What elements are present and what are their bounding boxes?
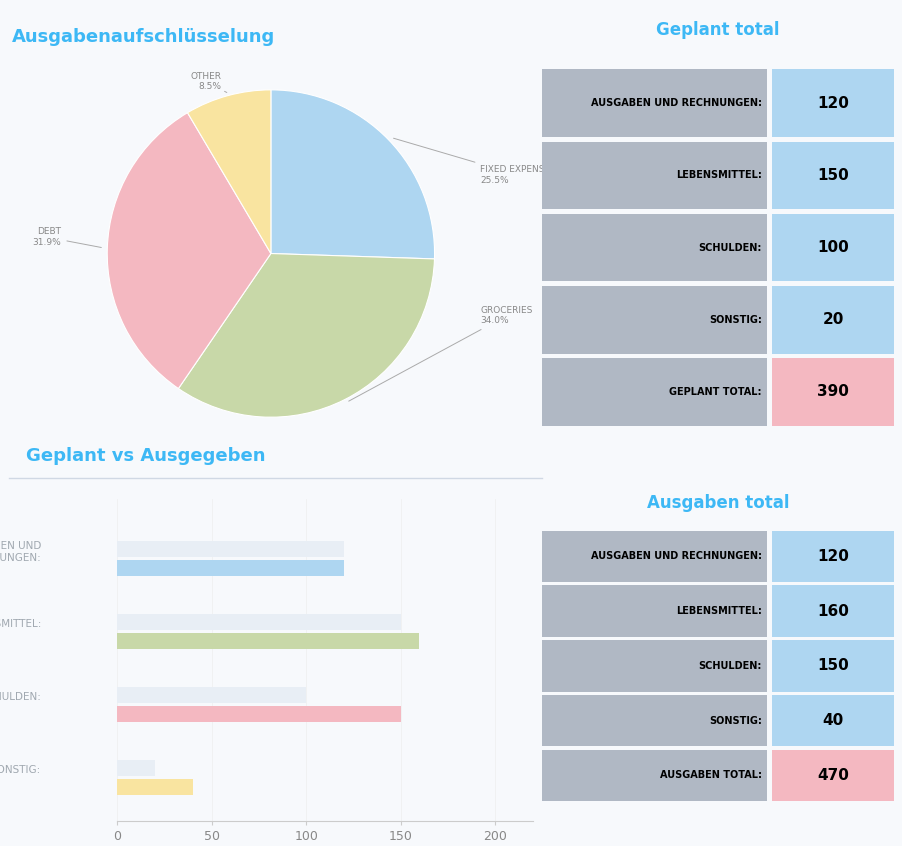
Text: GROCERIES
34.0%: GROCERIES 34.0% bbox=[348, 306, 532, 401]
Text: 100: 100 bbox=[816, 240, 849, 255]
Text: AUSGABEN TOTAL:: AUSGABEN TOTAL: bbox=[659, 771, 761, 781]
FancyBboxPatch shape bbox=[541, 585, 767, 637]
Bar bbox=[117, 541, 344, 557]
Text: SCHULDEN:: SCHULDEN: bbox=[698, 243, 761, 253]
Text: Geplant total: Geplant total bbox=[656, 21, 778, 40]
Text: GEPLANT TOTAL:: GEPLANT TOTAL: bbox=[668, 387, 761, 397]
Text: 390: 390 bbox=[816, 384, 849, 399]
Bar bbox=[117, 560, 344, 576]
FancyBboxPatch shape bbox=[771, 69, 893, 137]
FancyBboxPatch shape bbox=[771, 286, 893, 354]
FancyBboxPatch shape bbox=[541, 695, 767, 746]
Text: 40: 40 bbox=[822, 713, 843, 728]
Text: LEBENSMITTEL:: LEBENSMITTEL: bbox=[676, 170, 761, 180]
Text: 120: 120 bbox=[816, 549, 849, 563]
FancyBboxPatch shape bbox=[541, 358, 767, 426]
Bar bbox=[117, 706, 400, 722]
FancyBboxPatch shape bbox=[771, 585, 893, 637]
Text: Geplant vs Ausgegeben: Geplant vs Ausgegeben bbox=[26, 447, 265, 464]
Text: Ausgaben total: Ausgaben total bbox=[646, 494, 788, 512]
Text: 20: 20 bbox=[822, 312, 843, 327]
FancyBboxPatch shape bbox=[541, 750, 767, 801]
Text: AUSGABEN UND RECHNUNGEN:: AUSGABEN UND RECHNUNGEN: bbox=[590, 98, 761, 108]
Text: DEBT
31.9%: DEBT 31.9% bbox=[32, 228, 101, 248]
Text: 120: 120 bbox=[816, 96, 849, 111]
Bar bbox=[117, 760, 155, 776]
Text: 470: 470 bbox=[816, 768, 849, 783]
Text: 160: 160 bbox=[816, 603, 849, 618]
Text: AUSGABEN UND RECHNUNGEN:: AUSGABEN UND RECHNUNGEN: bbox=[590, 552, 761, 561]
FancyBboxPatch shape bbox=[771, 530, 893, 582]
Text: OTHER
8.5%: OTHER 8.5% bbox=[190, 72, 226, 92]
Text: 150: 150 bbox=[816, 658, 849, 673]
FancyBboxPatch shape bbox=[771, 695, 893, 746]
FancyBboxPatch shape bbox=[771, 141, 893, 209]
Wedge shape bbox=[179, 254, 434, 417]
Text: FIXED EXPENSES
25.5%: FIXED EXPENSES 25.5% bbox=[393, 138, 556, 184]
FancyBboxPatch shape bbox=[771, 750, 893, 801]
Text: SONSTIG:: SONSTIG: bbox=[708, 716, 761, 726]
Bar bbox=[117, 779, 193, 795]
FancyBboxPatch shape bbox=[541, 214, 767, 282]
Wedge shape bbox=[107, 113, 271, 388]
Text: SCHULDEN:: SCHULDEN: bbox=[698, 661, 761, 671]
FancyBboxPatch shape bbox=[541, 640, 767, 691]
Wedge shape bbox=[188, 90, 271, 254]
Bar bbox=[117, 633, 419, 649]
Bar bbox=[117, 614, 400, 630]
Text: Ausgabenaufschlüsselung: Ausgabenaufschlüsselung bbox=[13, 28, 275, 46]
Text: LEBENSMITTEL:: LEBENSMITTEL: bbox=[676, 606, 761, 616]
Bar bbox=[117, 687, 306, 703]
FancyBboxPatch shape bbox=[771, 640, 893, 691]
FancyBboxPatch shape bbox=[541, 286, 767, 354]
FancyBboxPatch shape bbox=[771, 214, 893, 282]
FancyBboxPatch shape bbox=[541, 69, 767, 137]
FancyBboxPatch shape bbox=[541, 530, 767, 582]
Text: SONSTIG:: SONSTIG: bbox=[708, 315, 761, 325]
FancyBboxPatch shape bbox=[771, 358, 893, 426]
Text: 150: 150 bbox=[816, 168, 849, 183]
FancyBboxPatch shape bbox=[541, 141, 767, 209]
Wedge shape bbox=[271, 90, 434, 259]
